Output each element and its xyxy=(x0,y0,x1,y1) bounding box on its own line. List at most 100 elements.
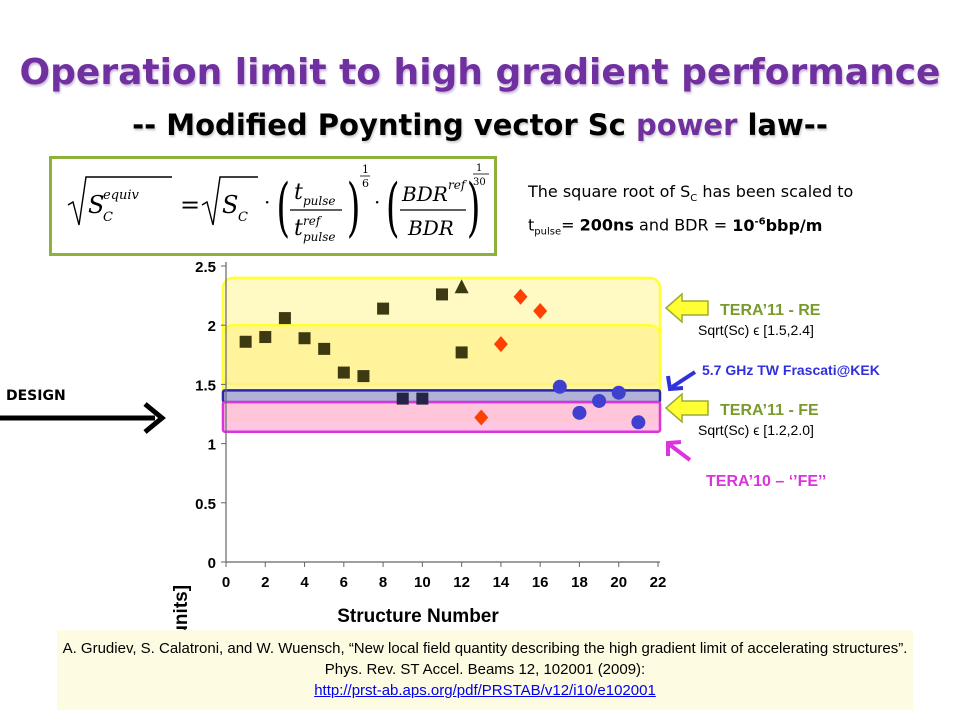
svg-text:C: C xyxy=(103,210,113,225)
x-tick-label: 22 xyxy=(650,574,667,591)
x-tick-label: 20 xyxy=(610,574,627,591)
data-point-square xyxy=(436,288,448,301)
design-label: DESIGN xyxy=(6,388,66,404)
annotation-tera11-re: TERA’11 - RE xyxy=(720,302,821,319)
y-tick-label: 1 xyxy=(208,437,216,454)
data-point-triangle xyxy=(454,279,469,294)
svg-text:·: · xyxy=(374,190,380,214)
svg-text:): ) xyxy=(347,171,361,245)
svg-text:S: S xyxy=(222,191,238,219)
note-eq: = xyxy=(561,215,580,235)
svg-text:(: ( xyxy=(386,171,400,245)
data-point-square xyxy=(396,392,409,405)
note-sub-pulse: pulse xyxy=(534,226,562,238)
data-point-diamond xyxy=(513,288,528,305)
data-point-diamond xyxy=(474,409,489,426)
note-bdr-unit: bbp/m xyxy=(765,215,823,235)
x-tick-label: 16 xyxy=(532,574,549,591)
note-text-2: has been scaled to xyxy=(697,182,854,201)
svg-text:ref: ref xyxy=(448,178,468,192)
scatter-chart: 0 0.5 1 1.5 2 2.5 0 2 4 6 8 10 12 14 16 18 20 22 (Sc)1/2 … xyxy=(0,259,880,630)
note-text-1: The square root of S xyxy=(528,182,691,201)
svg-text:6: 6 xyxy=(362,177,369,190)
y-tick-label: 2.5 xyxy=(195,259,216,276)
y-tick-label: 0.5 xyxy=(195,496,216,513)
x-tick-label: 12 xyxy=(453,574,470,591)
tera11-re-arrow-icon xyxy=(664,292,709,324)
subtitle-suffix: law-- xyxy=(737,108,828,142)
frascati-arrow-head xyxy=(666,375,684,392)
design-arrow-head xyxy=(143,402,166,434)
svg-text:BDR: BDR xyxy=(401,182,448,206)
data-point-square xyxy=(239,335,252,348)
svg-text:S: S xyxy=(88,191,104,219)
x-tick-label: 18 xyxy=(571,574,588,591)
svg-text:30: 30 xyxy=(473,177,486,188)
data-point-circle xyxy=(572,405,587,420)
svg-text:ref: ref xyxy=(303,214,323,228)
tera11-fe-arrow-icon xyxy=(664,392,709,424)
formula-image: S equiv C = S C · ( t pulse t ref pulse … xyxy=(67,163,489,245)
reference-link[interactable]: http://prst-ab.aps.org/pdf/PRSTAB/v12/i1… xyxy=(314,682,656,699)
annotation-tera10-fe: TERA’10 – ‘’FE’’ xyxy=(706,473,826,490)
svg-text:1: 1 xyxy=(476,163,482,174)
note-bdr-exp: -6 xyxy=(754,216,766,228)
tera10-arrow-line xyxy=(668,443,692,462)
y-axis-label: (Sc)1/2 [arb. units] xyxy=(167,585,195,630)
x-tick-label: 8 xyxy=(379,574,387,591)
svg-text:t: t xyxy=(294,216,303,241)
note-and: and BDR = xyxy=(633,215,733,235)
subtitle-prefix: -- Modified Poynting vector Sc xyxy=(132,108,636,142)
svg-text:pulse: pulse xyxy=(303,230,336,244)
svg-text:C: C xyxy=(238,210,248,225)
x-tick-label: 14 xyxy=(493,574,510,591)
svg-text:(: ( xyxy=(276,171,290,245)
x-tick-label: 4 xyxy=(300,574,309,591)
data-point-diamond xyxy=(533,302,548,319)
svg-text:1: 1 xyxy=(362,163,369,176)
data-point-circle xyxy=(592,393,607,408)
annotation-frascati: 5.7 GHz TW Frascati@KEK xyxy=(702,362,880,378)
x-tick-label: 6 xyxy=(340,574,348,591)
data-point-square xyxy=(416,392,429,405)
data-point-circle xyxy=(631,415,646,430)
reference-box: A. Grudiev, S. Calatroni, and W. Wuensch… xyxy=(57,630,913,710)
data-point-square xyxy=(377,302,390,315)
tera10-arrow-head xyxy=(666,440,682,456)
svg-text:): ) xyxy=(467,171,481,245)
x-axis-label: Structure Number xyxy=(337,606,499,627)
x-tick-label: 0 xyxy=(222,574,230,591)
annotation-tera11-fe: TERA’11 - FE xyxy=(720,402,819,419)
x-tick-label: 2 xyxy=(261,574,269,591)
formula-box: S equiv C = S C · ( t pulse t ref pulse … xyxy=(49,156,497,256)
annotation-range-re: Sqrt(Sc) ϵ [1.5,2.4] xyxy=(698,322,814,338)
note-t: t xyxy=(528,215,535,235)
svg-text:t: t xyxy=(294,180,303,205)
slide-title: Operation limit to high gradient perform… xyxy=(19,52,941,93)
scaling-note: The square root of SC has been scaled to… xyxy=(528,180,948,244)
annotation-range-fe: Sqrt(Sc) ϵ [1.2,2.0] xyxy=(698,422,814,438)
svg-text:=: = xyxy=(180,191,200,219)
data-point-square xyxy=(337,366,350,379)
note-bdr-base: 10 xyxy=(732,215,755,235)
data-point-square xyxy=(278,312,291,325)
svg-text:·: · xyxy=(264,190,270,214)
data-point-square xyxy=(259,331,272,344)
y-tick-label: 0 xyxy=(208,555,216,572)
data-point-diamond xyxy=(493,336,508,353)
data-point-circle xyxy=(611,385,626,400)
subtitle-power: power xyxy=(635,108,738,142)
svg-text:BDR: BDR xyxy=(407,216,454,240)
svg-text:pulse: pulse xyxy=(303,194,336,208)
note-sub-c: C xyxy=(690,193,698,205)
y-tick-label: 2 xyxy=(208,318,216,335)
slide-subtitle: -- Modified Poynting vector Sc power law… xyxy=(0,108,960,142)
x-tick-label: 10 xyxy=(414,574,431,591)
data-point-square xyxy=(298,332,311,345)
data-point-square xyxy=(455,346,468,359)
note-pulse-value: 200ns xyxy=(579,215,634,235)
data-point-square xyxy=(318,342,331,355)
data-point-square xyxy=(357,370,370,383)
reference-text: A. Grudiev, S. Calatroni, and W. Wuensch… xyxy=(62,640,908,678)
svg-text:equiv: equiv xyxy=(103,188,140,203)
